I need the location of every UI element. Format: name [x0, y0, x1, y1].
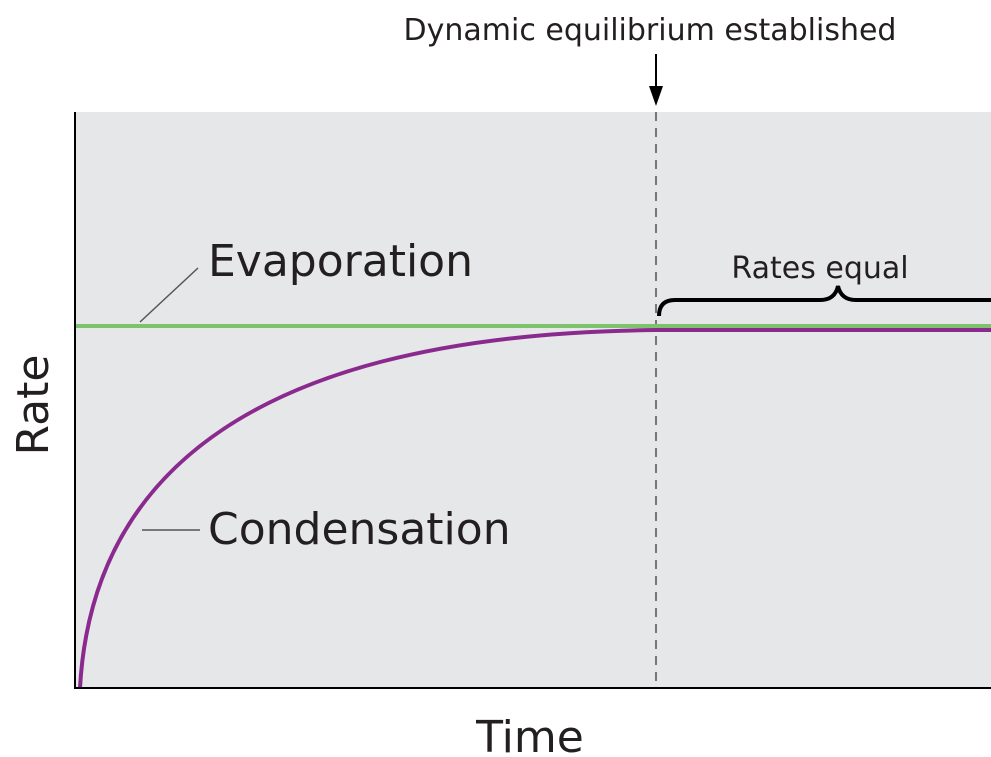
evaporation-label: Evaporation	[208, 236, 473, 287]
title: Dynamic equilibrium established	[404, 13, 897, 48]
rates-equal-brace	[657, 285, 991, 317]
arrow-head	[649, 86, 663, 106]
rates-equal-label: Rates equal	[731, 251, 908, 286]
y-axis-label: Rate	[8, 355, 59, 456]
condensation-curve	[78, 328, 991, 689]
condensation-label: Condensation	[208, 504, 511, 555]
plot-area	[75, 112, 991, 688]
evaporation-leader	[139, 267, 199, 323]
x-axis-label: Time	[475, 712, 584, 757]
